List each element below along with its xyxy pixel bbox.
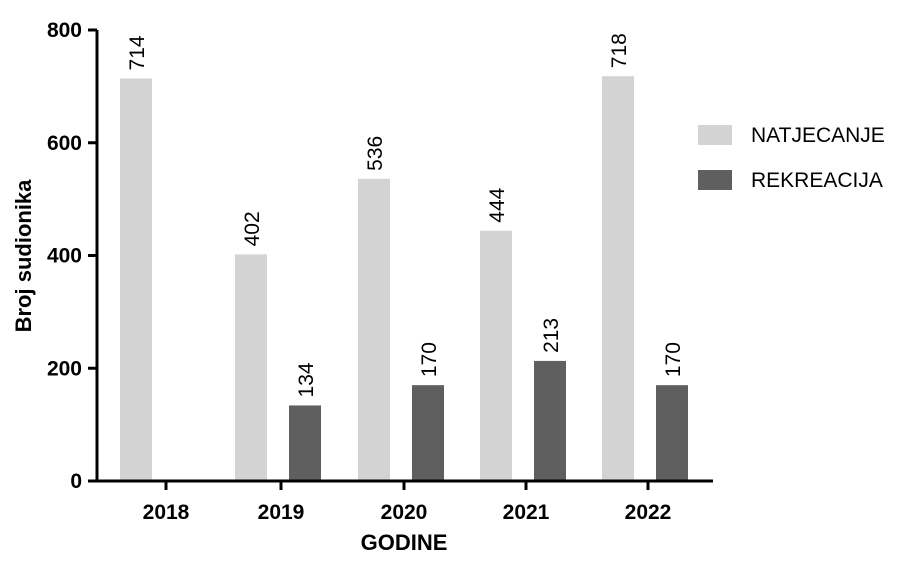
data-label-natjecanje-2022: 718	[608, 33, 631, 68]
x-tick-label: 2021	[503, 501, 550, 524]
bar-natjecanje-2022	[602, 76, 634, 481]
bar-natjecanje-2021	[480, 230, 512, 481]
bar-rekreacija-2020	[412, 385, 444, 481]
x-tick-label: 2018	[143, 501, 190, 524]
y-tick-label: 600	[47, 132, 82, 155]
bar-rekreacija-2022	[656, 385, 688, 481]
data-label-rekreacija-2021: 213	[540, 318, 563, 353]
bar-natjecanje-2019	[235, 254, 267, 481]
data-label-natjecanje-2020: 536	[364, 136, 387, 171]
data-label-natjecanje-2018: 714	[126, 35, 149, 70]
data-label-natjecanje-2019: 402	[241, 211, 264, 246]
data-label-natjecanje-2021: 444	[486, 187, 509, 222]
data-label-rekreacija-2019: 134	[295, 362, 318, 397]
x-ticks-group: 2018 2019 2020 2021 2022	[143, 481, 672, 524]
y-tick-label: 400	[47, 245, 82, 268]
data-label-rekreacija-2020: 170	[418, 342, 441, 377]
x-tick-label: 2019	[258, 501, 305, 524]
bar-natjecanje-2018	[120, 78, 152, 482]
legend-swatch-rekreacija	[698, 170, 732, 190]
data-label-rekreacija-2022: 170	[662, 342, 685, 377]
x-tick-label: 2020	[381, 501, 428, 524]
bars-group	[120, 76, 688, 482]
bar-rekreacija-2019	[289, 405, 321, 481]
legend-label-rekreacija: REKREACIJA	[751, 169, 883, 192]
y-tick-label: 800	[47, 19, 82, 42]
legend-label-natjecanje: NATJECANJE	[751, 124, 885, 147]
y-tick-label: 200	[47, 357, 82, 380]
x-tick-label: 2022	[625, 501, 672, 524]
legend: NATJECANJE REKREACIJA	[698, 124, 885, 192]
y-tick-label: 0	[70, 470, 82, 493]
y-axis-title: Broj sudionika	[11, 179, 36, 333]
legend-swatch-natjecanje	[698, 125, 732, 145]
bar-rekreacija-2021	[534, 360, 566, 481]
y-ticks-group: 0 200 400 600 800	[47, 19, 97, 493]
x-axis-title: GODINE	[361, 530, 448, 555]
data-labels-group: 714 402 536 444 718 134 170 213 170	[126, 33, 685, 397]
bar-natjecanje-2020	[358, 178, 390, 481]
